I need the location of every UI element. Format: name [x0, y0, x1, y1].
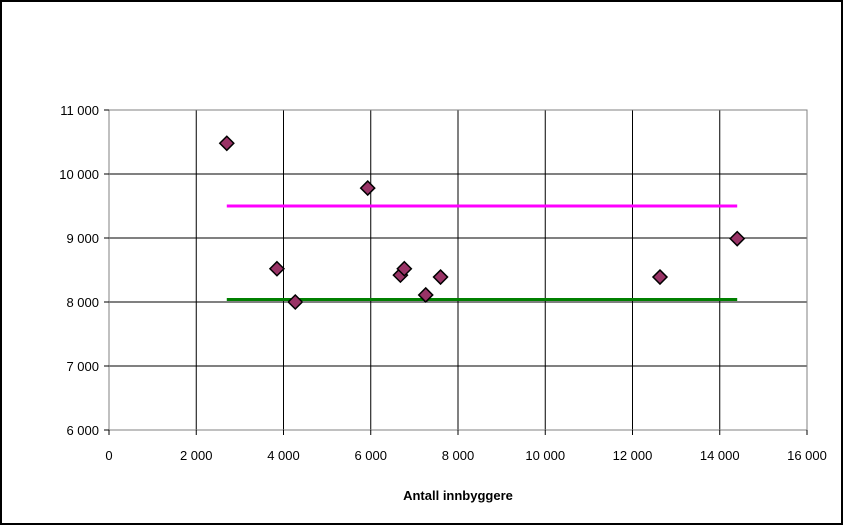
y-tick-label: 9 000	[66, 231, 99, 246]
scatter-point	[287, 293, 304, 311]
x-tick-label: 10 000	[525, 448, 565, 463]
scatter-point	[396, 260, 413, 277]
x-tick-label: 2 000	[180, 448, 213, 463]
reference-lines	[226, 204, 738, 301]
scatter-point	[417, 286, 434, 304]
y-tick-label: 10 000	[59, 167, 99, 182]
scatter-point	[729, 230, 746, 247]
data-points	[218, 135, 746, 311]
y-tick-label: 7 000	[66, 359, 99, 374]
x-tick-label: 6 000	[354, 448, 387, 463]
x-tick-label: 14 000	[700, 448, 740, 463]
y-tick-label: 11 000	[60, 103, 99, 118]
scatter-point	[432, 268, 449, 286]
scatter-point	[651, 268, 669, 286]
x-axis-ticks: 0 2 000 4 000 6 000 8 000 10 000 12 000 14 000 1…	[105, 430, 827, 463]
x-tick-label: 16 000	[787, 448, 827, 463]
scatter-point	[218, 135, 235, 152]
x-tick-label: 12 000	[613, 448, 653, 463]
x-tick-label: 8 000	[442, 448, 475, 463]
scatter-point	[359, 180, 376, 197]
scatter-point	[268, 260, 286, 277]
y-axis-ticks: 6 000 7 000 8 000 9 000 10 000 11 000	[59, 103, 109, 438]
x-axis-title: Antall innbyggere	[403, 488, 513, 503]
y-tick-label: 8 000	[66, 295, 99, 310]
x-tick-label: 4 000	[267, 448, 300, 463]
y-tick-label: 6 000	[66, 423, 99, 438]
x-tick-label: 0	[105, 448, 112, 463]
